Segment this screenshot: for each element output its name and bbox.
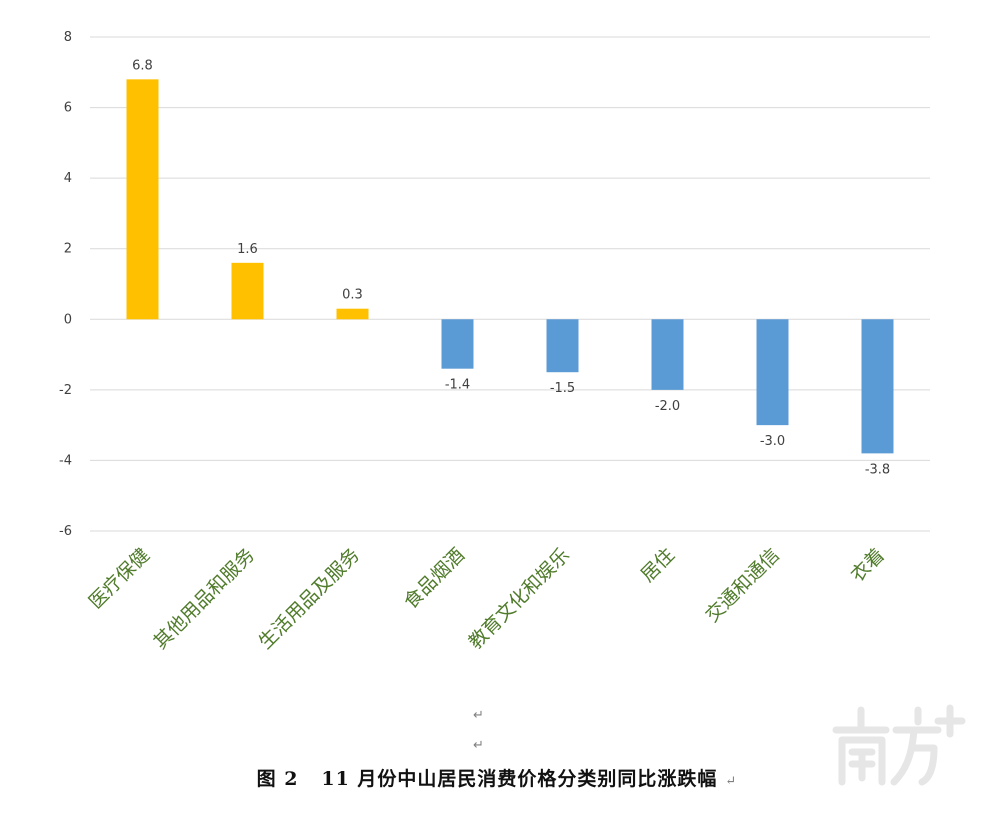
paragraph-mark: ↵ [725,774,738,789]
y-tick-label: 4 [64,171,72,186]
data-label: 1.6 [237,242,258,257]
bar [546,319,579,373]
bar [126,79,159,320]
bar [651,319,684,390]
bar [861,319,894,454]
category-label: 医疗保健 [85,544,154,613]
data-label: -1.5 [550,381,575,396]
data-label: 0.3 [342,288,363,303]
category-label: 食品烟酒 [400,544,469,613]
category-label: 教育文化和娱乐 [464,544,574,654]
data-label: 6.8 [132,58,153,73]
figure-caption: 图 2 11 月份中山居民消费价格分类别同比涨跌幅 ↵ [0,764,994,791]
category-label: 其他用品和服务 [149,544,259,654]
bar [441,319,474,369]
nanfang-plus-watermark-logo [832,704,966,786]
data-label: -2.0 [655,399,680,414]
y-tick-label: 6 [64,101,72,116]
data-label: -3.0 [760,434,785,449]
y-tick-label: 0 [64,312,72,327]
category-label: 居住 [637,544,679,586]
category-label: 衣着 [847,544,889,586]
bar [756,319,789,426]
category-label: 交通和通信 [701,544,784,627]
bar [336,308,369,320]
caption-text: 图 2 11 月份中山居民消费价格分类别同比涨跌幅 [256,768,718,790]
bar-chart: 8 6 4 2 0 -2 -4 -6 6.8 医疗保健 1.6 其他用品和服务 0.3 生活用品及服务 -1… [59,30,930,654]
y-tick-label: 2 [64,242,72,257]
bar [231,262,264,320]
data-label: -3.8 [865,462,890,477]
y-tick-label: -2 [59,383,72,398]
data-label: -1.4 [445,378,470,393]
y-tick-label: -6 [59,524,72,539]
y-tick-label: -4 [59,453,72,468]
y-tick-label: 8 [64,30,72,45]
category-label: 生活用品及服务 [254,544,364,654]
paragraph-mark: ↵ [473,738,484,753]
paragraph-mark: ↵ [473,708,484,723]
